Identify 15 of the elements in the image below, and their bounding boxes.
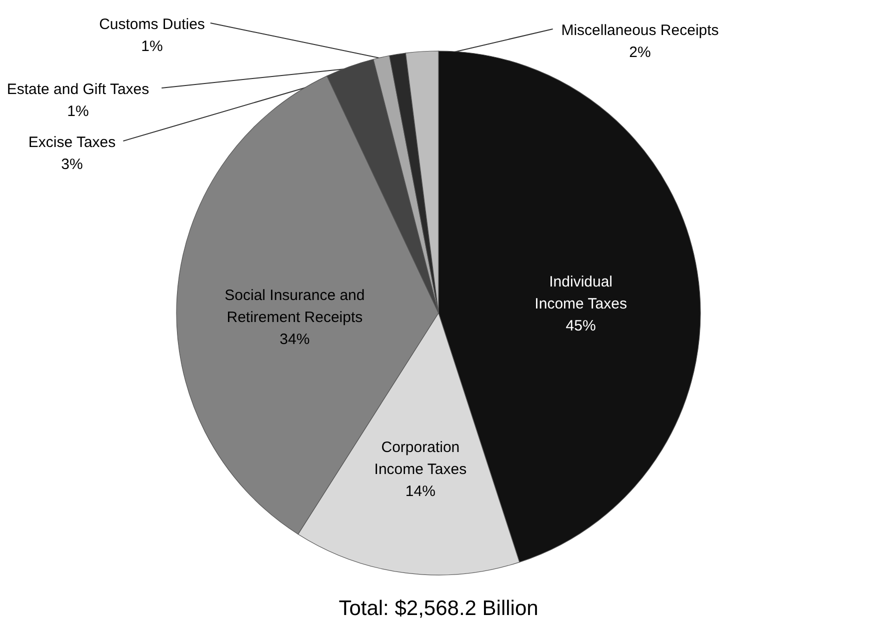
data-label: 2% (629, 44, 651, 61)
slice-label: Customs Duties (99, 16, 205, 33)
slice-label: Excise Taxes (28, 134, 116, 151)
data-label: 14% (405, 482, 436, 500)
data-label: 45% (566, 317, 596, 334)
data-label: 3% (61, 156, 83, 173)
text: Total: $2,568.2 Billion (338, 597, 538, 620)
slice-label: Corporation Income Taxes (374, 438, 467, 478)
slice-label: Estate and Gift Taxes (6, 81, 150, 98)
data-label: 1% (141, 38, 163, 55)
data-label: 1% (67, 103, 89, 120)
slice-label: Individual Income Taxes (534, 273, 627, 312)
slice-label: Miscellaneous Receipts (561, 22, 719, 39)
data-label: 34% (280, 330, 310, 348)
slice-label: Social Insurance and Retirement Receipts (224, 286, 365, 326)
